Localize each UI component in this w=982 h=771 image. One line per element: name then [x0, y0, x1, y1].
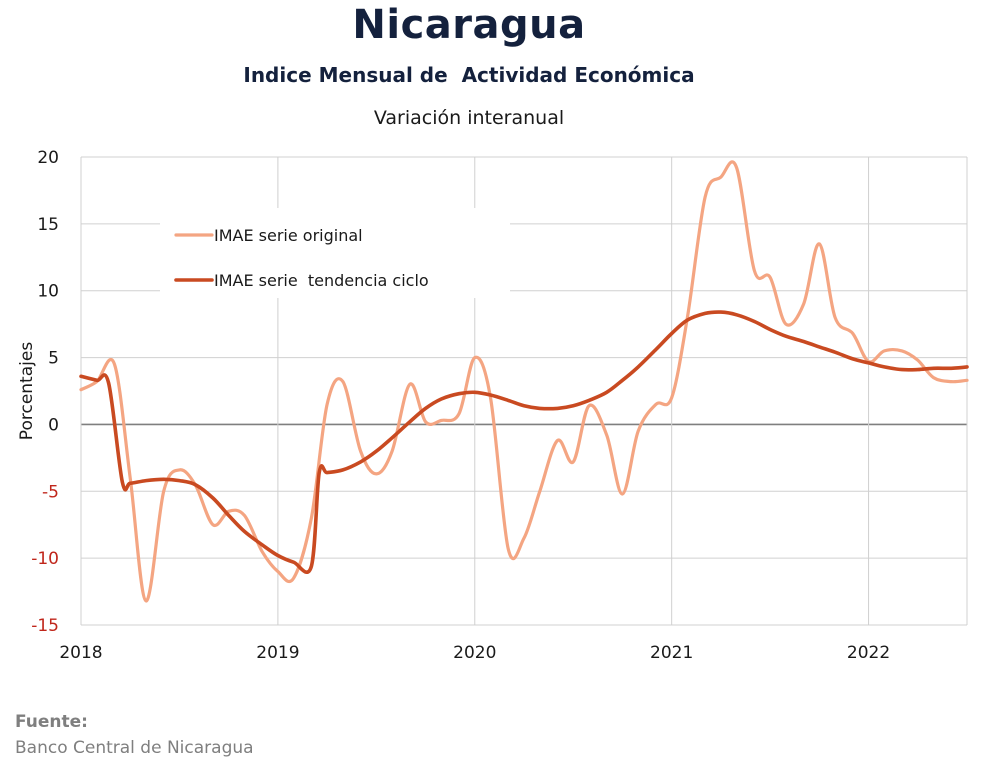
- x-tick-label: 2021: [650, 643, 693, 663]
- y-tick-label: 0: [48, 415, 59, 435]
- chart-subtitle: Indice Mensual de Actividad Económica: [243, 63, 695, 87]
- legend: IMAE serie original IMAE serie tendencia …: [160, 208, 510, 298]
- legend-box: [160, 208, 510, 298]
- legend-label: IMAE serie tendencia ciclo: [214, 271, 429, 290]
- x-tick-label: 2018: [59, 643, 102, 663]
- y-tick-label: 5: [48, 349, 59, 369]
- x-tick-label: 2020: [453, 643, 496, 663]
- legend-label: IMAE serie original: [214, 226, 363, 245]
- line-chart: 20 15 10 5 0 -5 -10 -15 2018 2019 2020 2021 2022 Po…: [17, 148, 969, 663]
- y-tick-labels: 20 15 10 5 0 -5 -10 -15: [31, 148, 59, 636]
- source-label: Fuente:: [15, 712, 88, 732]
- y-tick-label: 20: [37, 148, 59, 168]
- y-axis-label: Porcentajes: [17, 342, 37, 441]
- x-tick-label: 2019: [256, 643, 299, 663]
- series-line-trend: [79, 310, 969, 574]
- x-tick-labels: 2018 2019 2020 2021 2022: [59, 643, 890, 663]
- y-tick-label: 15: [37, 215, 59, 235]
- y-tick-label: 10: [37, 282, 59, 302]
- y-tick-label: -5: [42, 482, 59, 502]
- x-tick-label: 2022: [847, 643, 890, 663]
- y-tick-label: -10: [31, 549, 59, 569]
- chart-title: Nicaragua: [352, 2, 586, 48]
- source-text: Banco Central de Nicaragua: [15, 738, 254, 758]
- series-line-original: [79, 160, 969, 603]
- chart-caption: Variación interanual: [373, 107, 565, 129]
- y-tick-label: -15: [31, 616, 59, 636]
- series-layer: [79, 160, 969, 603]
